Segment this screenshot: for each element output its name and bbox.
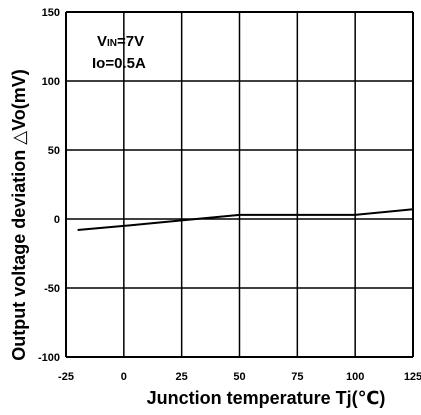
- x-tick-label: 25: [176, 371, 188, 383]
- x-tick-label: 75: [291, 371, 303, 383]
- series-line: [77, 208, 414, 231]
- series-layer: [77, 208, 414, 231]
- x-tick-label: -25: [58, 371, 74, 383]
- x-axis-label: Junction temperature Tj(℃): [147, 388, 386, 408]
- y-tick-label: 150: [42, 7, 60, 19]
- x-tick-label: 125: [404, 371, 421, 383]
- x-tick-label: 100: [346, 371, 364, 383]
- annotation-io: Io=0.5A: [92, 55, 146, 72]
- y-tick-label: -50: [44, 283, 60, 295]
- x-tick-label: 50: [233, 371, 245, 383]
- y-tick-label: -100: [38, 352, 60, 364]
- y-tick-label: 0: [54, 214, 60, 226]
- x-tick-label: 0: [121, 371, 127, 383]
- annotation-vin: VIN=7V: [97, 33, 144, 50]
- y-tick-label: 50: [48, 145, 60, 157]
- grid: [65, 11, 414, 358]
- y-tick-label: 100: [42, 76, 60, 88]
- tick-labels: -25 0 25 50 75 100 125 -100 -50 0 50 100 150: [38, 7, 421, 383]
- y-axis-label: Output voltage deviation △Vo(mV): [9, 69, 29, 361]
